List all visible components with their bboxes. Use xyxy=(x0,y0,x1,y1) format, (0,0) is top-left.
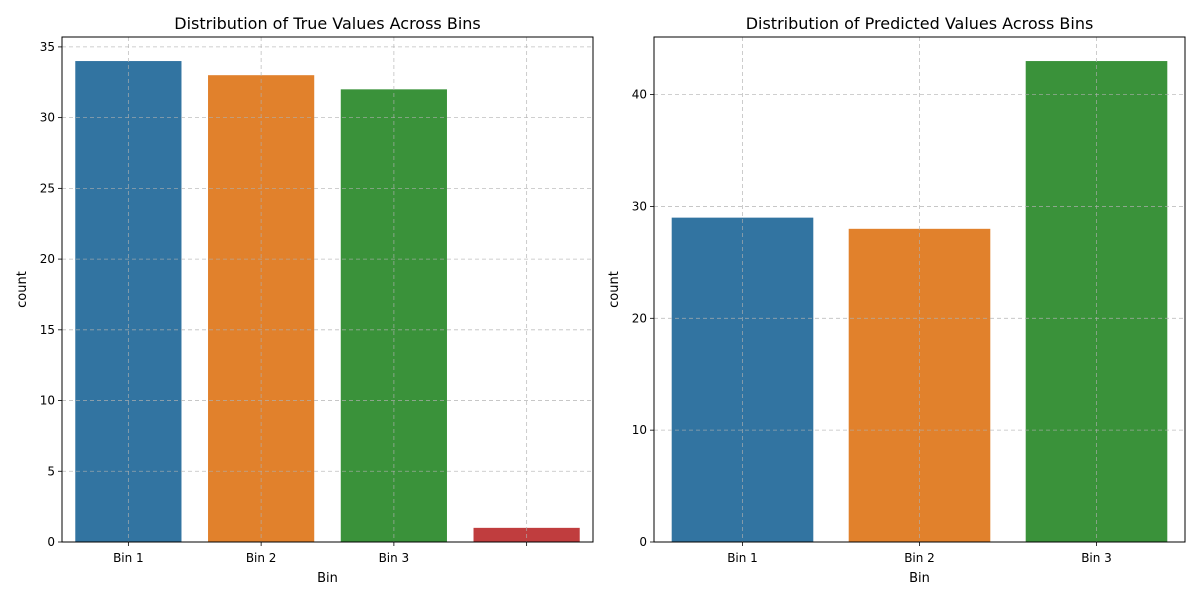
y-tick-label: 40 xyxy=(632,88,647,102)
x-axis-label: Bin xyxy=(909,571,930,586)
y-tick-label: 0 xyxy=(639,535,647,549)
y-tick-label: 35 xyxy=(40,40,55,54)
bar xyxy=(1025,61,1168,543)
y-tick-label: 10 xyxy=(40,394,55,408)
x-axis-label: Bin xyxy=(317,571,338,586)
plot-frame xyxy=(61,36,594,543)
y-tick-label: 15 xyxy=(40,323,55,337)
bar xyxy=(75,61,182,543)
y-tick-label: 20 xyxy=(40,252,55,266)
y-tick-label: 0 xyxy=(47,535,55,549)
plot-frame xyxy=(653,36,1186,543)
chart-predicted-values: Distribution of Predicted Values Across … xyxy=(607,14,1186,586)
y-tick-label: 20 xyxy=(632,311,647,325)
y-axis-label: count xyxy=(607,271,622,308)
chart-title: Distribution of Predicted Values Across … xyxy=(746,14,1094,33)
x-tick-label: Bin 2 xyxy=(904,551,935,565)
y-tick-label: 30 xyxy=(632,199,647,213)
x-tick-label: Bin 1 xyxy=(727,551,758,565)
chart-true-values: Distribution of True Values Across Bins … xyxy=(15,14,594,586)
x-tick-label: Bin 2 xyxy=(246,551,277,565)
y-tick-label: 5 xyxy=(47,464,55,478)
y-tick-label: 30 xyxy=(40,111,55,125)
x-tick-label: Bin 3 xyxy=(1081,551,1112,565)
bar xyxy=(848,228,991,542)
y-tick-label: 10 xyxy=(632,423,647,437)
y-axis-label: count xyxy=(15,271,30,308)
x-tick-label: Bin 1 xyxy=(113,551,144,565)
x-tick-label: Bin 3 xyxy=(379,551,410,565)
y-tick-label: 25 xyxy=(40,181,55,195)
chart-title: Distribution of True Values Across Bins xyxy=(174,14,481,33)
